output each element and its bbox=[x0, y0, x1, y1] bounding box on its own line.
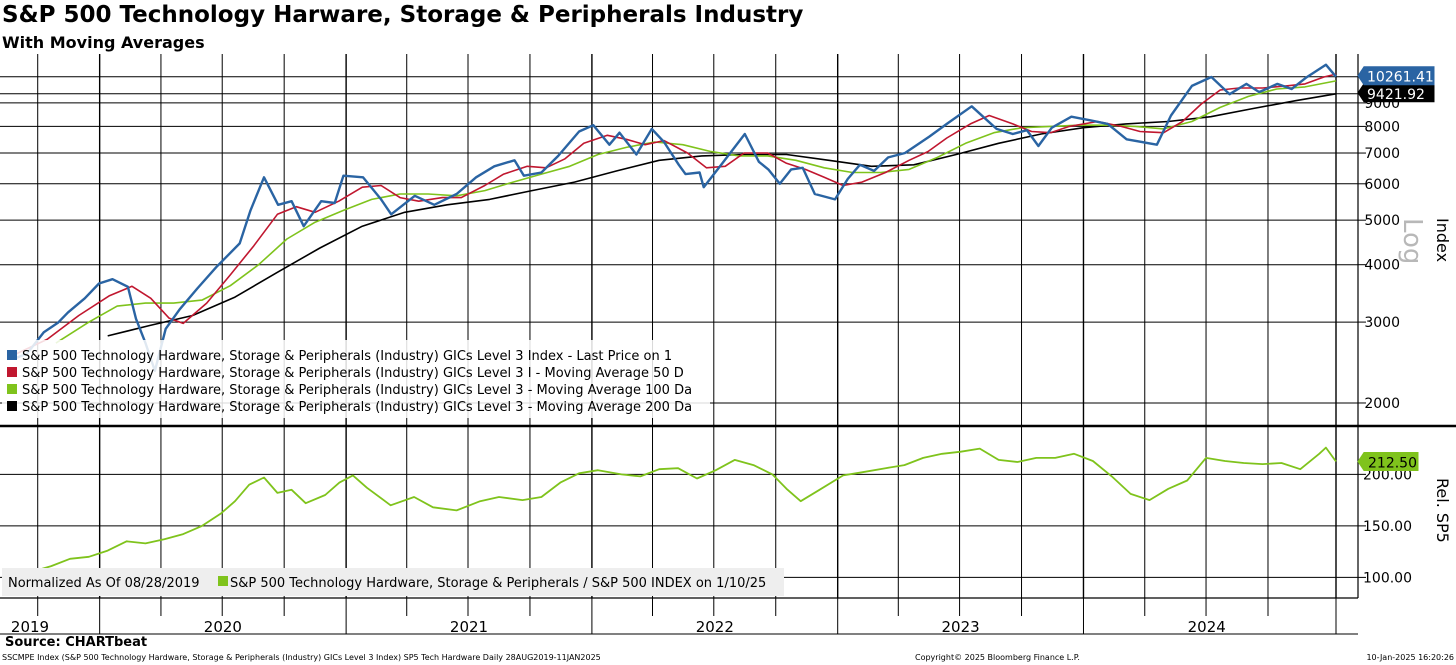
y-tick-label: 8000 bbox=[1364, 119, 1400, 135]
series-line-ma200 bbox=[107, 93, 1337, 337]
y-tick-label: 200.00 bbox=[1363, 467, 1412, 483]
footer-description: SSCMPE Index (S&P 500 Technology Hardwar… bbox=[2, 653, 601, 662]
legend-label-price: S&P 500 Technology Hardware, Storage & P… bbox=[22, 349, 672, 364]
last-value-ma200: 9421.92 bbox=[1357, 83, 1435, 103]
legend-label-ma100: S&P 500 Technology Hardware, Storage & P… bbox=[22, 383, 692, 398]
legend-label-ma200: S&P 500 Technology Hardware, Storage & P… bbox=[22, 400, 692, 415]
x-tick-label: 2022 bbox=[696, 618, 734, 636]
y-tick-label: 150.00 bbox=[1363, 519, 1412, 535]
y-tick-label: 3000 bbox=[1364, 315, 1400, 331]
chart-title: S&P 500 Technology Harware, Storage & Pe… bbox=[2, 2, 804, 28]
legend-label-relative: S&P 500 Technology Hardware, Storage & P… bbox=[230, 576, 766, 591]
x-tick-label: 2020 bbox=[204, 618, 242, 636]
last-value-tag-text: 10261.41 bbox=[1367, 70, 1434, 86]
footer-timestamp: 10-Jan-2025 16:20:26 bbox=[1366, 653, 1454, 662]
source-note: Source: CHARTbeat bbox=[5, 635, 148, 650]
footer-copyright: Copyright© 2025 Bloomberg Finance L.P. bbox=[915, 653, 1080, 662]
y-tick-label: 100.00 bbox=[1363, 570, 1412, 586]
y-tick-label: 7000 bbox=[1364, 146, 1400, 162]
chart-subtitle: With Moving Averages bbox=[2, 33, 205, 52]
y-axis-title-lower: Rel. SP5 bbox=[1433, 478, 1452, 543]
legend-label-ma50: S&P 500 Technology Hardware, Storage & P… bbox=[22, 366, 684, 381]
y-tick-label: 6000 bbox=[1364, 177, 1400, 193]
last-value-tag-text: 9421.92 bbox=[1367, 87, 1425, 103]
normalized-note: Normalized As Of 08/28/2019 bbox=[8, 576, 200, 591]
legend-box-lower bbox=[2, 568, 784, 596]
last-value-price: 10261.41 bbox=[1357, 66, 1435, 86]
last-value-tag-bg bbox=[1357, 66, 1435, 86]
y-tick-label: 4000 bbox=[1364, 258, 1400, 274]
legend-swatch-ma100 bbox=[7, 384, 17, 394]
legend-swatch-ma50 bbox=[7, 367, 17, 377]
x-tick-label: 2023 bbox=[941, 618, 979, 636]
last-value-tag-bg bbox=[1357, 83, 1435, 103]
y-tick-label: 5000 bbox=[1364, 213, 1400, 229]
last-value-tag-bg bbox=[1357, 451, 1419, 471]
last-value-tag-text: 212.50 bbox=[1368, 455, 1417, 471]
log-scale-watermark: Log bbox=[1397, 218, 1427, 264]
legend-swatch-price bbox=[7, 350, 17, 360]
legend-box-upper bbox=[2, 340, 710, 418]
x-tick-label: 2021 bbox=[450, 618, 488, 636]
x-tick-label: 2019 bbox=[11, 618, 49, 636]
y-axis-title-upper: Index bbox=[1433, 218, 1452, 262]
y-tick-label: 2000 bbox=[1364, 396, 1400, 412]
series-line-relative bbox=[14, 446, 1337, 579]
series-line-ma50 bbox=[14, 73, 1337, 356]
series-line-ma100 bbox=[55, 80, 1337, 344]
legend-swatch-ma200 bbox=[7, 401, 17, 411]
series-line-price bbox=[14, 63, 1337, 372]
last-value-relative: 212.50 bbox=[1357, 451, 1419, 471]
x-tick-label: 2024 bbox=[1188, 618, 1226, 636]
legend-swatch-relative bbox=[218, 576, 228, 586]
